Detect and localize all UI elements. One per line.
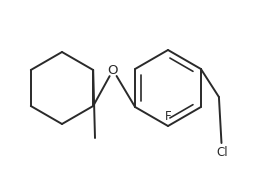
- Text: Cl: Cl: [216, 146, 228, 159]
- Text: O: O: [108, 64, 118, 77]
- Text: F: F: [165, 109, 171, 122]
